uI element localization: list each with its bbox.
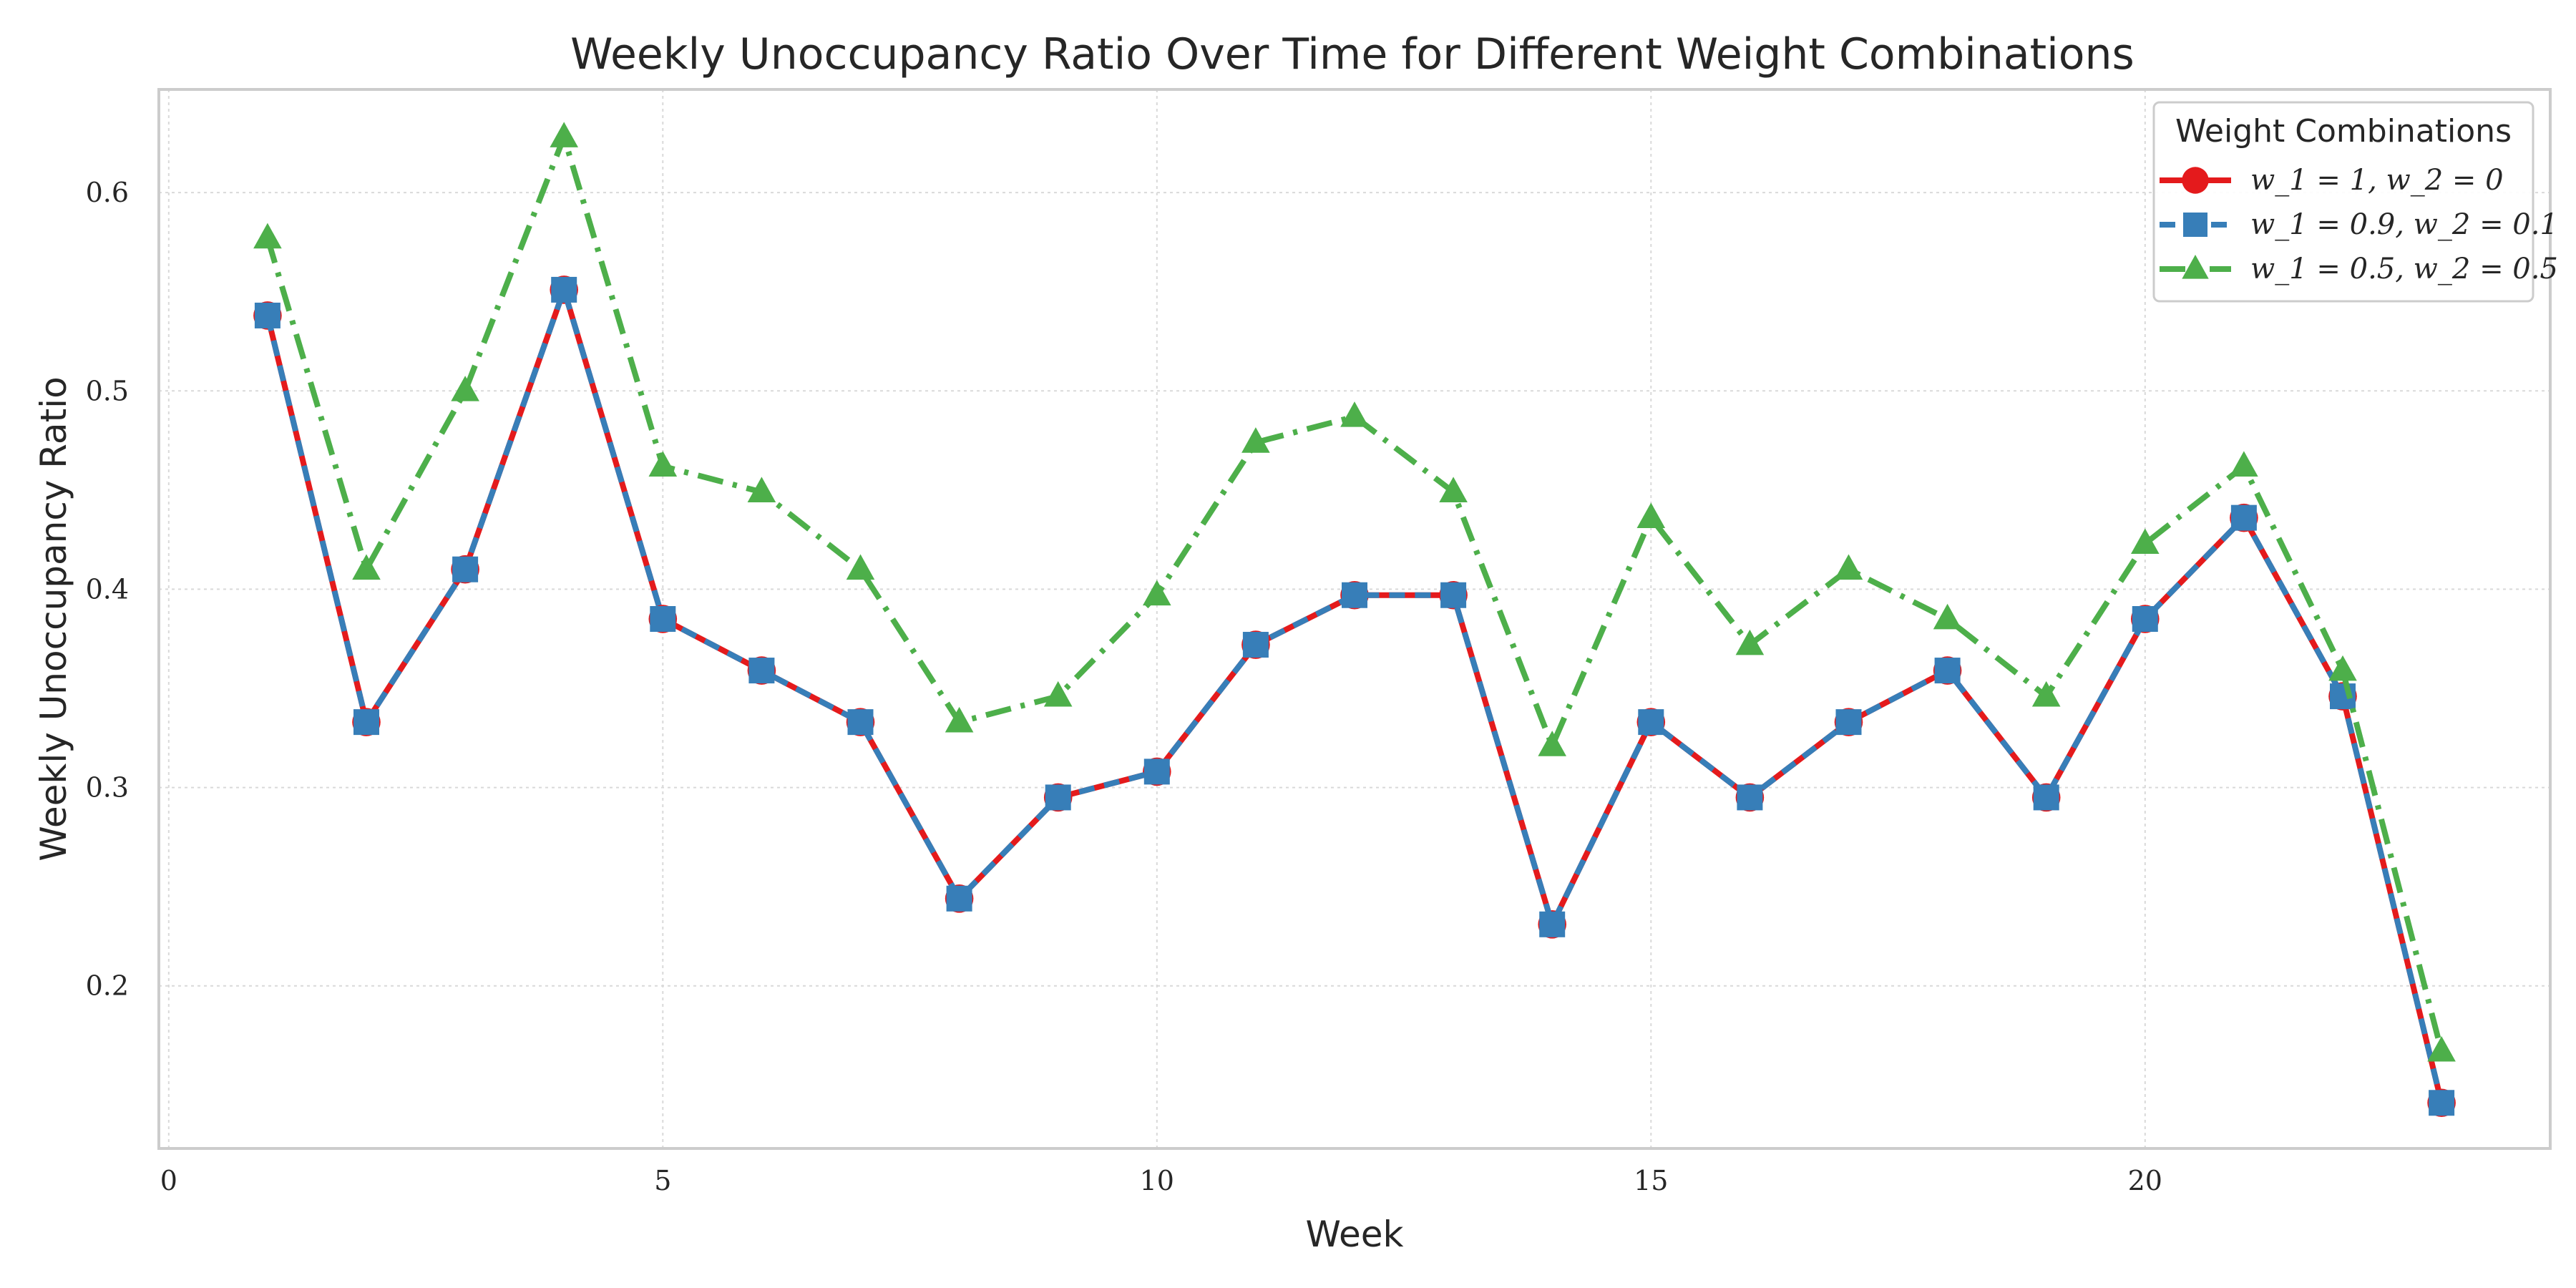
legend-marker [2182,167,2209,194]
data-point [2132,606,2158,632]
legend-entries: w_1 = 1, w_2 = 0 w_1 = 0.9, w_2 = 0.1 w_1 … [2160,164,2558,286]
y-tick-label: 0.3 [86,772,129,804]
y-tick-label: 0.6 [86,177,129,208]
legend-label: w_1 = 0.5, w_2 = 0.5 [2250,253,2558,286]
legend-label: w_1 = 1, w_2 = 0 [2250,164,2504,197]
plot-frame [157,88,2552,1150]
data-point [2031,680,2061,707]
data-point [1638,709,1664,736]
series-lines [253,122,2456,1118]
data-point [452,556,479,582]
data-point [1342,582,1367,608]
data-point [748,658,775,684]
data-point [2230,504,2257,531]
data-point [1241,427,1270,453]
data-point [1735,629,1765,655]
legend-entry-3: w_1 = 0.5, w_2 = 0.5 [2160,253,2558,286]
legend-label: w_1 = 0.9, w_2 = 0.1 [2250,208,2558,241]
data-point [254,302,280,328]
y-tick-label: 0.4 [86,573,129,605]
x-tick-label: 15 [1634,1165,1668,1196]
legend-entry-2: w_1 = 0.9, w_2 = 0.1 [2160,208,2558,241]
data-point [1340,401,1369,427]
x-tick-label: 0 [160,1165,177,1196]
legend-box [2152,101,2534,303]
data-point [1737,784,1763,811]
data-point [1045,784,1071,811]
series-line-3 [265,134,2444,1053]
data-point [551,276,577,303]
series-3 [253,122,2456,1062]
data-point [2230,451,2258,477]
x-tick-label: 10 [1140,1165,1174,1196]
data-point [847,709,874,736]
series-2 [254,276,2455,1116]
data-point [1143,758,1170,785]
y-tick-label: 0.5 [86,375,129,406]
data-point [2427,1035,2456,1062]
y-axis-label: Weekly Unoccupancy Ratio [33,376,74,861]
tick-labels: 0 5 10 15 20 0.2 0.3 0.4 0.5 0.6 [86,177,2162,1196]
legend: Weight Combinations w_1 = 1, w_2 = 0w_1 … [2152,101,2558,303]
data-point [1439,477,1468,502]
data-point [1636,502,1666,529]
data-point [1834,554,1863,580]
data-point [648,451,678,477]
data-point [1043,680,1073,707]
data-point [2328,655,2357,681]
data-point [946,885,972,912]
data-point [2130,528,2160,555]
data-point [1440,582,1467,608]
data-point [1538,731,1566,756]
legend-title: Weight Combinations [2175,113,2512,150]
data-point [1835,709,1862,736]
legend-entry-1: w_1 = 1, w_2 = 0 [2160,164,2504,197]
data-point [1242,632,1269,658]
x-tick-label: 5 [654,1165,671,1196]
chart-title: Weekly Unoccupancy Ratio Over Time for D… [570,29,2135,79]
data-point [550,122,579,147]
data-point [2429,1090,2455,1116]
data-point [1539,911,1566,937]
data-point [650,606,676,632]
data-point [1143,580,1171,606]
data-point [253,223,282,249]
data-point [353,709,380,736]
legend-marker [2183,213,2207,237]
data-point [945,706,974,733]
legend-marker [2182,254,2209,279]
x-tick-label: 20 [2128,1165,2162,1196]
x-axis-label: Week [1306,1214,1404,1255]
data-point [1933,603,1962,630]
data-point [1934,658,1961,684]
y-tick-label: 0.2 [86,970,129,1002]
data-point [352,554,381,580]
series-line-2 [265,286,2444,1104]
data-point [451,376,479,401]
data-point [2033,784,2059,811]
data-point [747,477,776,502]
data-point [846,554,875,580]
